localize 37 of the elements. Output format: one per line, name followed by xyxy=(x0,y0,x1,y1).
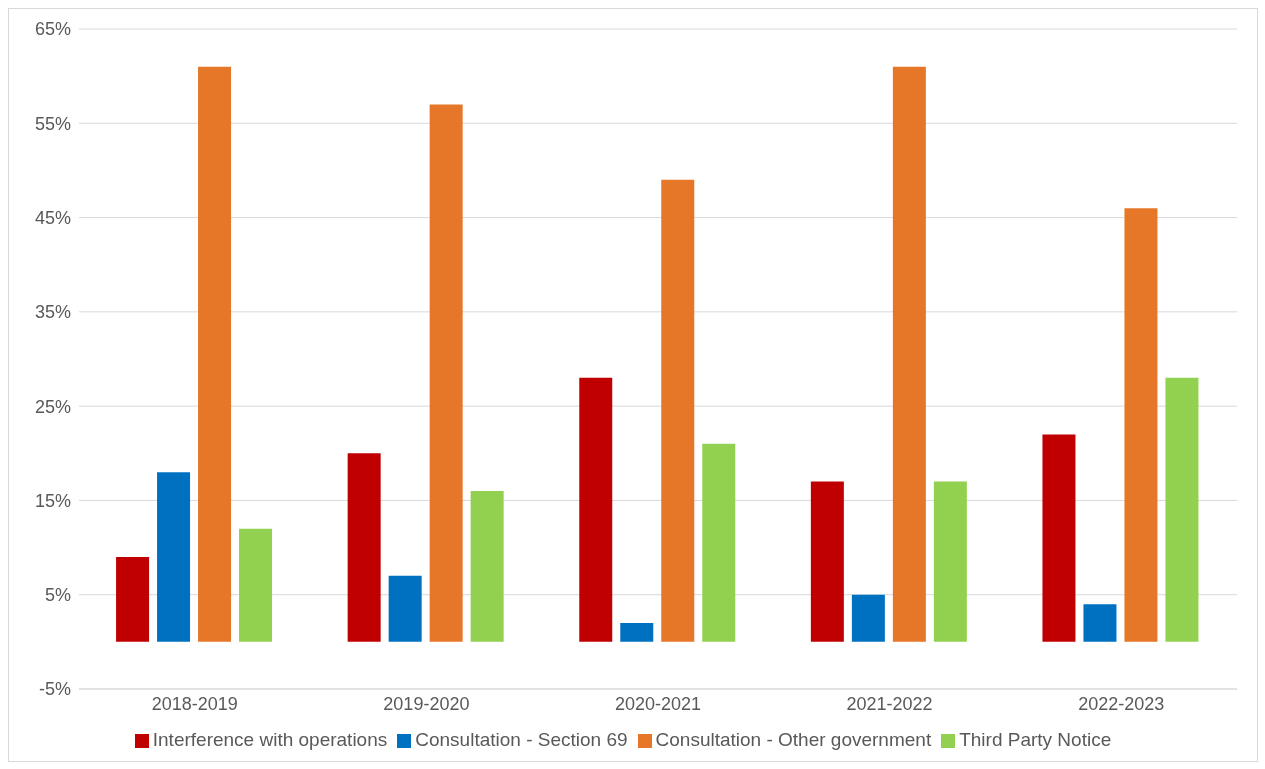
bar xyxy=(1042,434,1076,642)
bar xyxy=(388,575,422,642)
legend-label: Consultation - Section 69 xyxy=(415,729,628,750)
x-tick-label: 2020-2021 xyxy=(614,693,702,714)
legend-label: Third Party Notice xyxy=(959,729,1112,750)
bar xyxy=(347,453,381,642)
bar xyxy=(661,179,695,642)
bar xyxy=(239,528,273,642)
bar xyxy=(429,104,463,642)
y-tick-label: -5% xyxy=(38,679,71,700)
bar xyxy=(620,623,654,642)
y-tick-label: 35% xyxy=(34,302,71,323)
x-tick-label: 2021-2022 xyxy=(846,693,933,714)
legend-label: Consultation - Other government xyxy=(655,729,932,750)
bar xyxy=(851,594,885,642)
bar xyxy=(702,443,736,642)
bar xyxy=(198,66,232,642)
bar xyxy=(933,481,967,642)
y-tick-label: 55% xyxy=(34,113,71,134)
bar xyxy=(892,66,926,642)
bar xyxy=(579,377,613,642)
x-tick-label: 2019-2020 xyxy=(383,693,470,714)
x-tick-label: 2022-2023 xyxy=(1078,693,1165,714)
y-tick-label: 5% xyxy=(44,585,71,606)
bar xyxy=(1083,604,1117,642)
y-tick-label: 45% xyxy=(34,207,71,228)
y-tick-label: 15% xyxy=(34,490,71,511)
y-tick-label: 25% xyxy=(34,396,71,417)
bar xyxy=(157,472,191,642)
y-tick-label: 65% xyxy=(34,19,71,40)
bar xyxy=(470,491,504,642)
bar xyxy=(1165,377,1199,642)
x-tick-label: 2018-2019 xyxy=(151,693,238,714)
bar xyxy=(116,557,150,642)
bar xyxy=(810,481,844,642)
legend-label: Interference with operations xyxy=(152,729,388,750)
bar xyxy=(1124,208,1158,642)
